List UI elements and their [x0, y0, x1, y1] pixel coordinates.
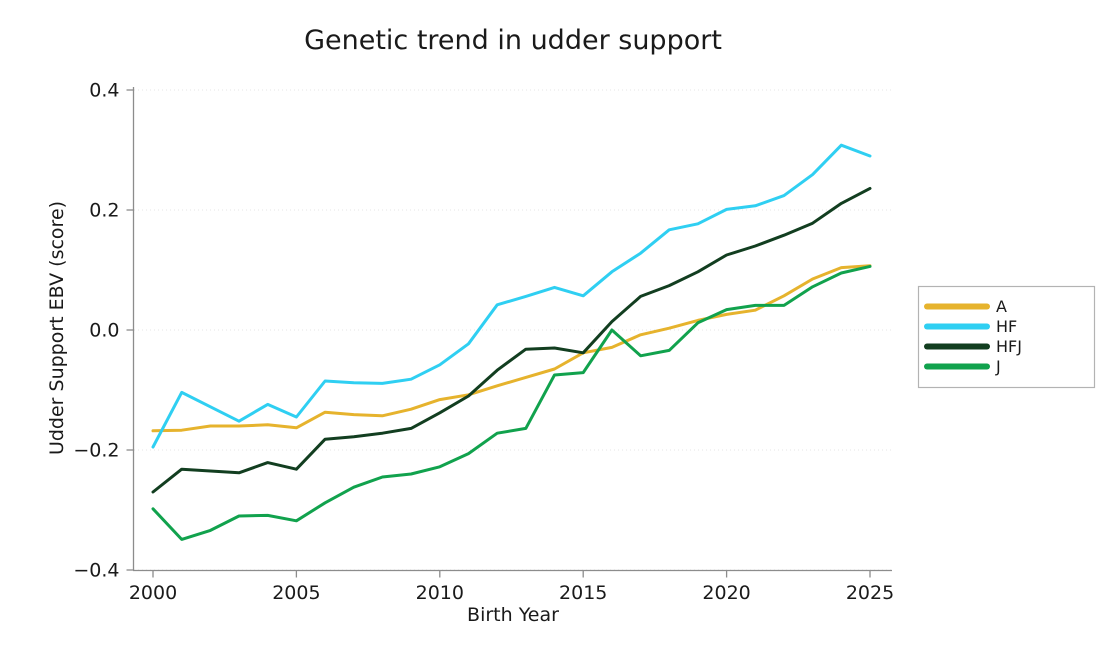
legend-label-HF: HF	[996, 317, 1017, 336]
x-tick-label: 2015	[559, 582, 607, 604]
series-line-HFJ	[151, 186, 872, 494]
y-tick-label: −0.4	[73, 560, 119, 582]
y-tick-label: 0.4	[89, 80, 119, 102]
x-tick-label: 2000	[129, 582, 177, 604]
chart-title: Genetic trend in udder support	[304, 25, 722, 56]
legend-label-HFJ: HFJ	[996, 337, 1022, 356]
legend-label-J: J	[995, 357, 1001, 376]
x-tick-label: 2025	[846, 582, 894, 604]
series-line-J	[151, 264, 872, 541]
x-tick-label: 2005	[272, 582, 320, 604]
x-tick-label: 2010	[416, 582, 464, 604]
legend-box	[917, 285, 1096, 389]
y-tick-label: 0.2	[89, 200, 119, 222]
y-tick-label: −0.2	[73, 440, 119, 462]
x-tick-label: 2020	[702, 582, 750, 604]
series-line-A	[151, 264, 872, 433]
x-axis-title: Birth Year	[467, 604, 559, 626]
legend-label-A: A	[996, 297, 1007, 316]
y-tick-label: 0.0	[89, 320, 119, 342]
series-line-HF	[151, 143, 872, 449]
